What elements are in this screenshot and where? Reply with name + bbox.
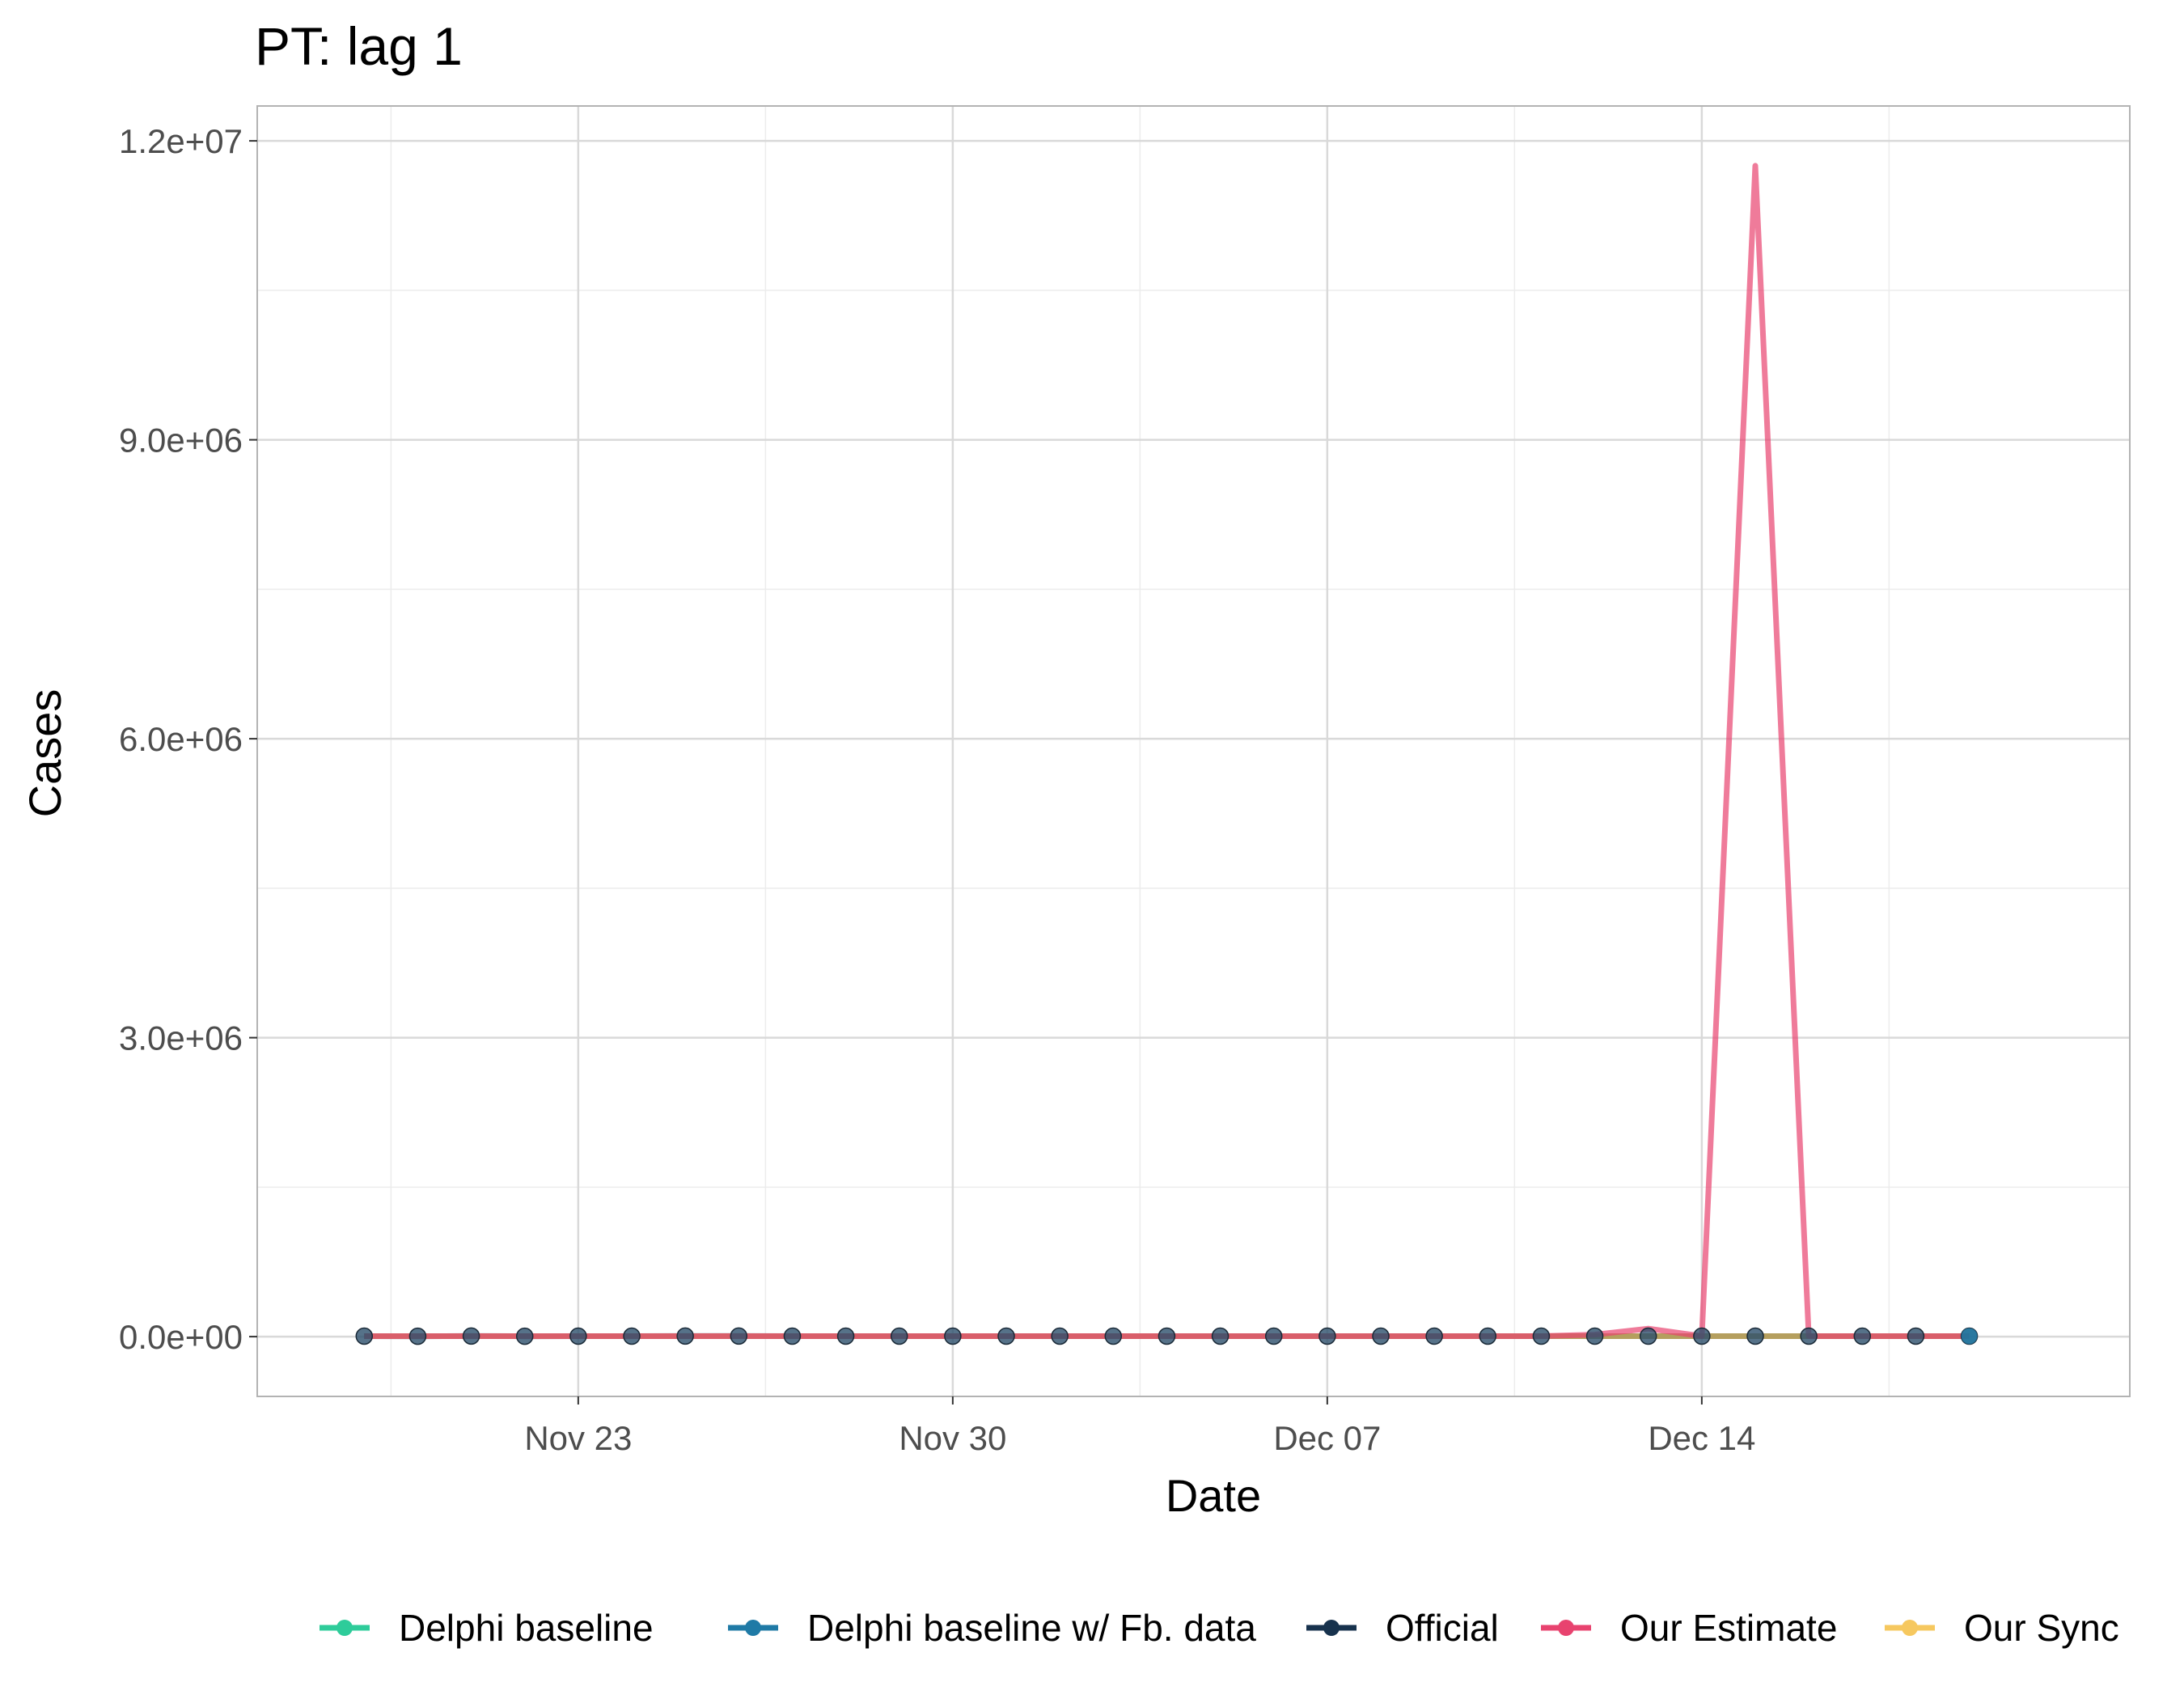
- official-point: [569, 1327, 587, 1345]
- legend-item: Delphi baseline w/ Fb. data: [728, 1607, 1256, 1649]
- official-point: [944, 1327, 962, 1345]
- x-tick-label: Nov 23: [524, 1419, 632, 1457]
- series-points: [355, 1327, 1979, 1345]
- legend-item: Delphi baseline: [320, 1607, 654, 1649]
- legend-label: Our Estimate: [1620, 1607, 1837, 1649]
- legend-item: Official: [1306, 1607, 1499, 1649]
- official-point: [1051, 1327, 1069, 1345]
- official-point: [890, 1327, 908, 1345]
- legend-swatch-point: [1323, 1620, 1340, 1636]
- official-point: [1585, 1327, 1604, 1345]
- legend: Delphi baseline Delphi baseline w/ Fb. da…: [320, 1607, 2119, 1649]
- official-point: [1746, 1327, 1764, 1345]
- legend-label: Our Sync: [1964, 1607, 2119, 1649]
- chart-title: PT: lag 1: [255, 16, 463, 76]
- legend-item: Our Estimate: [1541, 1607, 1837, 1649]
- official-point: [1479, 1327, 1497, 1345]
- official-point: [1907, 1327, 1925, 1345]
- legend-swatch-point: [1902, 1620, 1918, 1636]
- legend-swatch-point: [336, 1620, 353, 1636]
- official-point: [783, 1327, 802, 1345]
- official-point: [1158, 1327, 1176, 1345]
- y-axis: 0.0e+00 3.0e+06 6.0e+06 9.0e+06 1.2e+07: [119, 122, 257, 1356]
- official-point: [1532, 1327, 1551, 1345]
- official-point: [1211, 1327, 1230, 1345]
- official-point: [355, 1327, 374, 1345]
- legend-label: Official: [1386, 1607, 1499, 1649]
- legend-label: Delphi baseline w/ Fb. data: [807, 1607, 1256, 1649]
- official-point: [1800, 1327, 1818, 1345]
- series-lines: [364, 163, 1970, 1340]
- x-axis: Nov 23 Nov 30 Dec 07 Dec 14: [524, 1396, 1755, 1457]
- legend-item: Our Sync: [1885, 1607, 2119, 1649]
- grid: [257, 106, 2130, 1396]
- official-point: [462, 1327, 480, 1345]
- official-point: [515, 1327, 534, 1345]
- legend-label: Delphi baseline: [399, 1607, 654, 1649]
- official-point: [1425, 1327, 1443, 1345]
- legend-swatch-point: [745, 1620, 761, 1636]
- official-point: [836, 1327, 855, 1345]
- y-tick-label: 3.0e+06: [119, 1019, 243, 1057]
- delphi-fb-point: [1961, 1328, 1978, 1345]
- series-line-our-estimate: [364, 163, 1970, 1339]
- x-tick-label: Dec 07: [1273, 1419, 1381, 1457]
- official-point: [623, 1327, 641, 1345]
- official-point: [1853, 1327, 1872, 1345]
- official-point: [1639, 1327, 1657, 1345]
- official-point: [1372, 1327, 1390, 1345]
- official-point: [1693, 1327, 1711, 1345]
- y-tick-label: 1.2e+07: [119, 122, 243, 160]
- official-point: [408, 1327, 427, 1345]
- x-tick-label: Nov 30: [899, 1419, 1006, 1457]
- official-point: [1264, 1327, 1283, 1345]
- y-tick-label: 6.0e+06: [119, 720, 243, 758]
- official-point: [997, 1327, 1015, 1345]
- official-point: [730, 1327, 748, 1345]
- y-axis-title: Cases: [19, 689, 70, 818]
- y-tick-label: 0.0e+00: [119, 1318, 243, 1356]
- plot-panel-border: [256, 105, 2131, 1397]
- official-point: [1318, 1327, 1336, 1345]
- official-point: [1104, 1327, 1123, 1345]
- x-axis-title: Date: [1166, 1470, 1261, 1521]
- official-point: [676, 1327, 694, 1345]
- y-tick-label: 9.0e+06: [119, 422, 243, 460]
- x-tick-label: Dec 14: [1648, 1419, 1755, 1457]
- legend-swatch-point: [1558, 1620, 1574, 1636]
